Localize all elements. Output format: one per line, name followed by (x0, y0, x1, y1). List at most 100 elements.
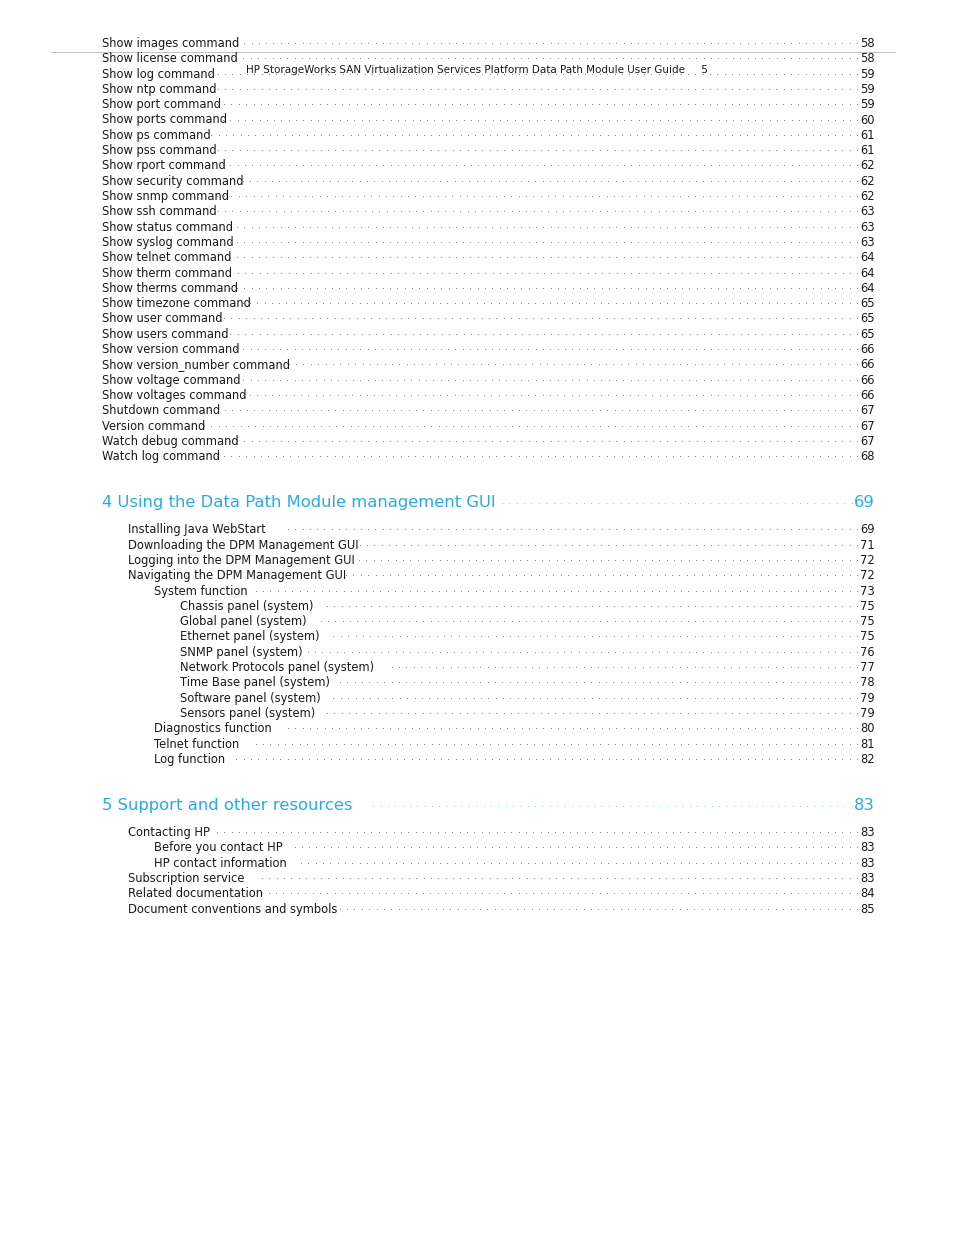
Text: 78: 78 (860, 677, 874, 689)
Text: Show ps command: Show ps command (102, 128, 211, 142)
Text: 4 Using the Data Path Module management GUI: 4 Using the Data Path Module management … (102, 495, 496, 510)
Text: 62: 62 (860, 159, 874, 173)
Text: 76: 76 (860, 646, 874, 658)
Text: Show license command: Show license command (102, 52, 237, 65)
Text: Show telnet command: Show telnet command (102, 251, 232, 264)
Text: Show ports command: Show ports command (102, 114, 227, 126)
Text: Show users command: Show users command (102, 327, 229, 341)
Text: 67: 67 (860, 404, 874, 417)
Text: 65: 65 (860, 312, 874, 325)
Text: 64: 64 (860, 251, 874, 264)
Text: 69: 69 (860, 524, 874, 536)
Text: 82: 82 (860, 753, 874, 766)
Text: 66: 66 (860, 374, 874, 387)
Text: 85: 85 (860, 903, 874, 915)
Text: Downloading the DPM Management GUI: Downloading the DPM Management GUI (128, 538, 358, 552)
Text: 58: 58 (860, 52, 874, 65)
Text: 72: 72 (860, 555, 874, 567)
Text: 84: 84 (860, 888, 874, 900)
Text: Show version_number command: Show version_number command (102, 358, 290, 372)
Text: HP StorageWorks SAN Virtualization Services Platform Data Path Module User Guide: HP StorageWorks SAN Virtualization Servi… (246, 65, 707, 75)
Text: 71: 71 (860, 538, 874, 552)
Text: 64: 64 (860, 267, 874, 279)
Text: 80: 80 (860, 722, 874, 735)
Text: Before you contact HP: Before you contact HP (153, 841, 282, 855)
Text: Show timezone command: Show timezone command (102, 298, 251, 310)
Text: 81: 81 (860, 737, 874, 751)
Text: Show snmp command: Show snmp command (102, 190, 229, 203)
Text: Show status command: Show status command (102, 221, 233, 233)
Text: 83: 83 (853, 798, 874, 813)
Text: 64: 64 (860, 282, 874, 295)
Text: Contacting HP: Contacting HP (128, 826, 210, 840)
Text: Shutdown command: Shutdown command (102, 404, 220, 417)
Text: Chassis panel (system): Chassis panel (system) (180, 600, 314, 613)
Text: Network Protocols panel (system): Network Protocols panel (system) (180, 661, 374, 674)
Text: 61: 61 (860, 128, 874, 142)
Text: 66: 66 (860, 358, 874, 372)
Text: 75: 75 (860, 631, 874, 643)
Text: 83: 83 (860, 841, 874, 855)
Text: Diagnostics function: Diagnostics function (153, 722, 272, 735)
Text: 65: 65 (860, 298, 874, 310)
Text: 66: 66 (860, 343, 874, 356)
Text: Show therms command: Show therms command (102, 282, 237, 295)
Text: Subscription service: Subscription service (128, 872, 244, 885)
Text: 59: 59 (860, 83, 874, 96)
Text: 67: 67 (860, 420, 874, 432)
Text: 5 Support and other resources: 5 Support and other resources (102, 798, 352, 813)
Text: Show images command: Show images command (102, 37, 239, 49)
Text: Navigating the DPM Management GUI: Navigating the DPM Management GUI (128, 569, 346, 582)
Text: SNMP panel (system): SNMP panel (system) (180, 646, 302, 658)
Text: Show ssh command: Show ssh command (102, 205, 216, 219)
Text: Show port command: Show port command (102, 99, 221, 111)
Text: 68: 68 (860, 450, 874, 463)
Text: Show rport command: Show rport command (102, 159, 226, 173)
Text: 60: 60 (860, 114, 874, 126)
Text: 66: 66 (860, 389, 874, 401)
Text: Document conventions and symbols: Document conventions and symbols (128, 903, 337, 915)
Text: HP contact information: HP contact information (153, 857, 287, 869)
Text: 61: 61 (860, 144, 874, 157)
Text: Show log command: Show log command (102, 68, 214, 80)
Text: 62: 62 (860, 190, 874, 203)
Text: 63: 63 (860, 236, 874, 249)
Text: System function: System function (153, 584, 248, 598)
Text: Related documentation: Related documentation (128, 888, 263, 900)
Text: 83: 83 (860, 872, 874, 885)
Text: 79: 79 (860, 692, 874, 705)
Text: 73: 73 (860, 584, 874, 598)
Text: Software panel (system): Software panel (system) (180, 692, 320, 705)
Text: 63: 63 (860, 221, 874, 233)
Text: Show security command: Show security command (102, 174, 243, 188)
Text: 83: 83 (860, 857, 874, 869)
Text: Time Base panel (system): Time Base panel (system) (180, 677, 330, 689)
Text: 77: 77 (860, 661, 874, 674)
Text: 58: 58 (860, 37, 874, 49)
Text: Show user command: Show user command (102, 312, 222, 325)
Text: Logging into the DPM Management GUI: Logging into the DPM Management GUI (128, 555, 355, 567)
Text: Log function: Log function (153, 753, 225, 766)
Text: 69: 69 (853, 495, 874, 510)
Text: 67: 67 (860, 435, 874, 448)
Text: 65: 65 (860, 327, 874, 341)
Text: Show pss command: Show pss command (102, 144, 216, 157)
Text: 75: 75 (860, 615, 874, 629)
Text: 72: 72 (860, 569, 874, 582)
Text: 75: 75 (860, 600, 874, 613)
Text: Watch log command: Watch log command (102, 450, 220, 463)
Text: Show voltage command: Show voltage command (102, 374, 240, 387)
Text: Show voltages command: Show voltages command (102, 389, 246, 401)
Text: Sensors panel (system): Sensors panel (system) (180, 706, 314, 720)
Text: 83: 83 (860, 826, 874, 840)
Text: 79: 79 (860, 706, 874, 720)
Text: 63: 63 (860, 205, 874, 219)
Text: Version command: Version command (102, 420, 205, 432)
Text: 62: 62 (860, 174, 874, 188)
Text: Global panel (system): Global panel (system) (180, 615, 306, 629)
Text: Show ntp command: Show ntp command (102, 83, 216, 96)
Text: Telnet function: Telnet function (153, 737, 239, 751)
Text: Watch debug command: Watch debug command (102, 435, 238, 448)
Text: 59: 59 (860, 99, 874, 111)
Text: Show syslog command: Show syslog command (102, 236, 233, 249)
